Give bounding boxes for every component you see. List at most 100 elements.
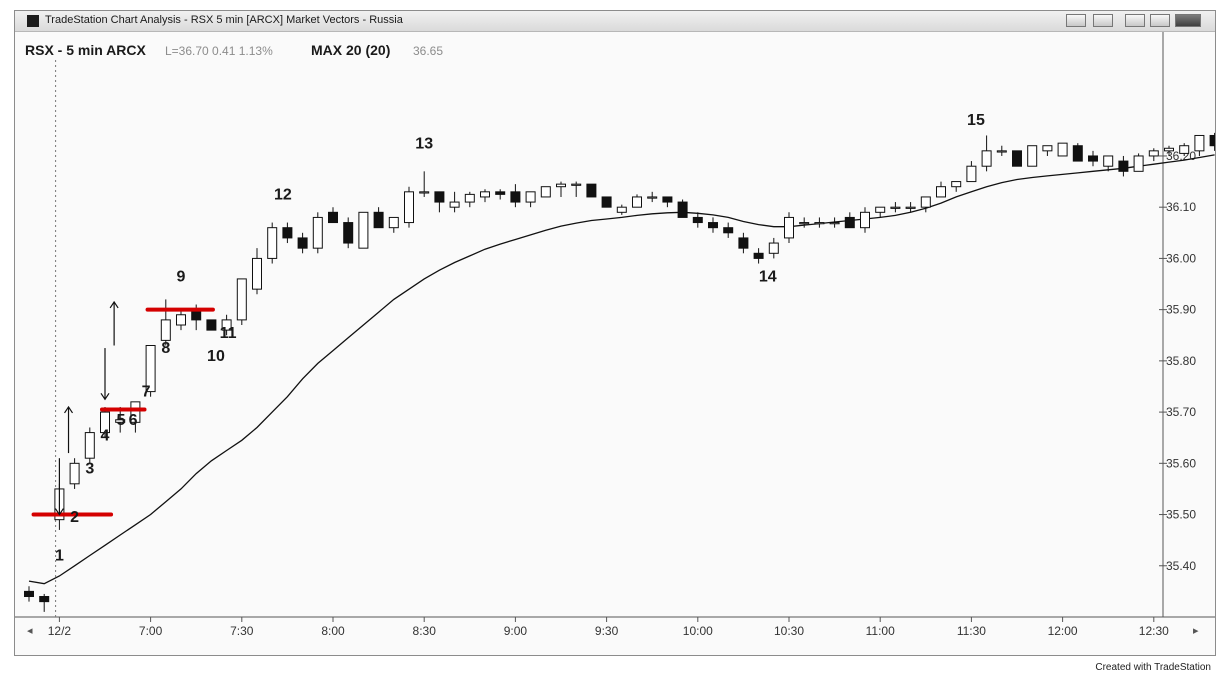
candle — [221, 314, 232, 336]
candle — [267, 222, 278, 264]
x-tick-label: 7:00 — [139, 624, 163, 638]
arrow-head — [109, 300, 119, 309]
candle-body — [176, 314, 186, 326]
candle-body — [738, 237, 749, 249]
price-chart[interactable]: RSX - 5 min ARCX L=36.70 0.41 1.13% MAX … — [15, 32, 1215, 655]
bar-label: 5 — [117, 412, 126, 429]
candle — [951, 181, 962, 192]
candle-body — [1179, 145, 1190, 154]
candle-body — [404, 191, 414, 224]
candle — [1072, 143, 1083, 162]
candle-body — [616, 206, 627, 213]
candle-body — [1103, 155, 1114, 167]
candle-body — [510, 191, 521, 203]
candle-body — [358, 211, 369, 249]
x-tick-label: 11:00 — [866, 624, 895, 638]
candle — [936, 181, 946, 198]
candle — [69, 458, 80, 489]
candle — [784, 212, 794, 244]
bar-label: 4 — [101, 427, 110, 444]
candle-body — [115, 419, 126, 423]
candle — [1118, 155, 1129, 177]
title-bar[interactable]: TradeStation Chart Analysis - RSX 5 min … — [15, 11, 1215, 32]
candle — [388, 216, 399, 233]
candle-body — [556, 183, 566, 188]
candle — [1042, 145, 1053, 156]
arrow-head — [54, 508, 64, 516]
y-tick-label: 35.80 — [1166, 354, 1196, 368]
candle-body — [525, 191, 536, 203]
candle — [464, 191, 475, 208]
candle-body — [875, 206, 886, 213]
candle-body — [601, 196, 612, 208]
bar-label: 14 — [759, 268, 777, 285]
candle — [920, 196, 931, 213]
y-tick-label: 36.10 — [1166, 200, 1196, 214]
candle-body — [571, 183, 582, 186]
indicator-name: MAX 20 (20) — [311, 42, 390, 58]
candle — [1133, 153, 1144, 172]
candle-body — [540, 186, 551, 198]
candle-body — [981, 150, 992, 167]
chart-window: TradeStation Chart Analysis - RSX 5 min … — [14, 10, 1216, 656]
layout-icon[interactable] — [1093, 14, 1113, 27]
candle — [297, 232, 308, 254]
candle — [890, 202, 901, 213]
candle-body — [252, 257, 262, 290]
arrow-down-icon — [100, 348, 110, 401]
candle — [84, 427, 95, 464]
candle-body — [495, 191, 506, 195]
minimize-icon[interactable] — [1125, 14, 1145, 27]
candle-body — [890, 206, 901, 209]
candle — [100, 406, 110, 438]
candle-body — [464, 193, 475, 203]
candle-body — [708, 222, 718, 229]
candle — [160, 299, 171, 346]
x-tick-label: 8:00 — [321, 624, 345, 638]
candle — [495, 189, 506, 200]
candle-body — [905, 206, 916, 209]
candle — [996, 145, 1007, 156]
x-tick-label: 10:30 — [774, 624, 804, 638]
y-tick-label: 35.50 — [1166, 508, 1196, 522]
candle — [145, 345, 156, 397]
candle-body — [799, 222, 810, 225]
layout-icon[interactable] — [1066, 14, 1086, 27]
window-title: TradeStation Chart Analysis - RSX 5 min … — [45, 14, 403, 26]
bar-label: 11 — [220, 325, 237, 342]
y-tick-label: 35.40 — [1166, 559, 1196, 573]
bar-label: 13 — [415, 135, 433, 152]
scroll-left-icon[interactable]: ◂ — [27, 625, 33, 637]
candle — [601, 196, 612, 208]
candle-body — [1164, 147, 1174, 152]
candle — [814, 217, 825, 228]
candle — [829, 217, 840, 228]
candle — [1194, 134, 1205, 156]
candle — [616, 204, 627, 215]
candle — [419, 171, 430, 197]
candle-body — [1012, 150, 1022, 167]
candle — [768, 237, 779, 259]
candle-body — [39, 596, 50, 603]
y-tick-label: 35.60 — [1166, 456, 1196, 470]
candle-body — [297, 237, 308, 249]
candle-body — [282, 227, 293, 239]
candle — [738, 232, 749, 254]
candle — [1088, 150, 1098, 167]
x-tick-label: 8:30 — [413, 624, 437, 638]
candle-body — [647, 196, 658, 199]
candle — [525, 191, 536, 208]
restore-icon[interactable] — [1150, 14, 1170, 27]
candle — [252, 248, 262, 295]
x-tick-label: 9:30 — [595, 624, 619, 638]
x-tick-label: 11:30 — [957, 624, 986, 638]
candle — [875, 206, 886, 218]
scroll-right-icon[interactable]: ▸ — [1193, 625, 1199, 637]
candle-body — [388, 216, 399, 229]
x-tick-label: 12:30 — [1139, 624, 1169, 638]
close-icon[interactable] — [1175, 14, 1201, 27]
bar-label: 1 — [55, 548, 64, 565]
candle-body — [236, 278, 247, 321]
candle-body — [920, 196, 931, 208]
